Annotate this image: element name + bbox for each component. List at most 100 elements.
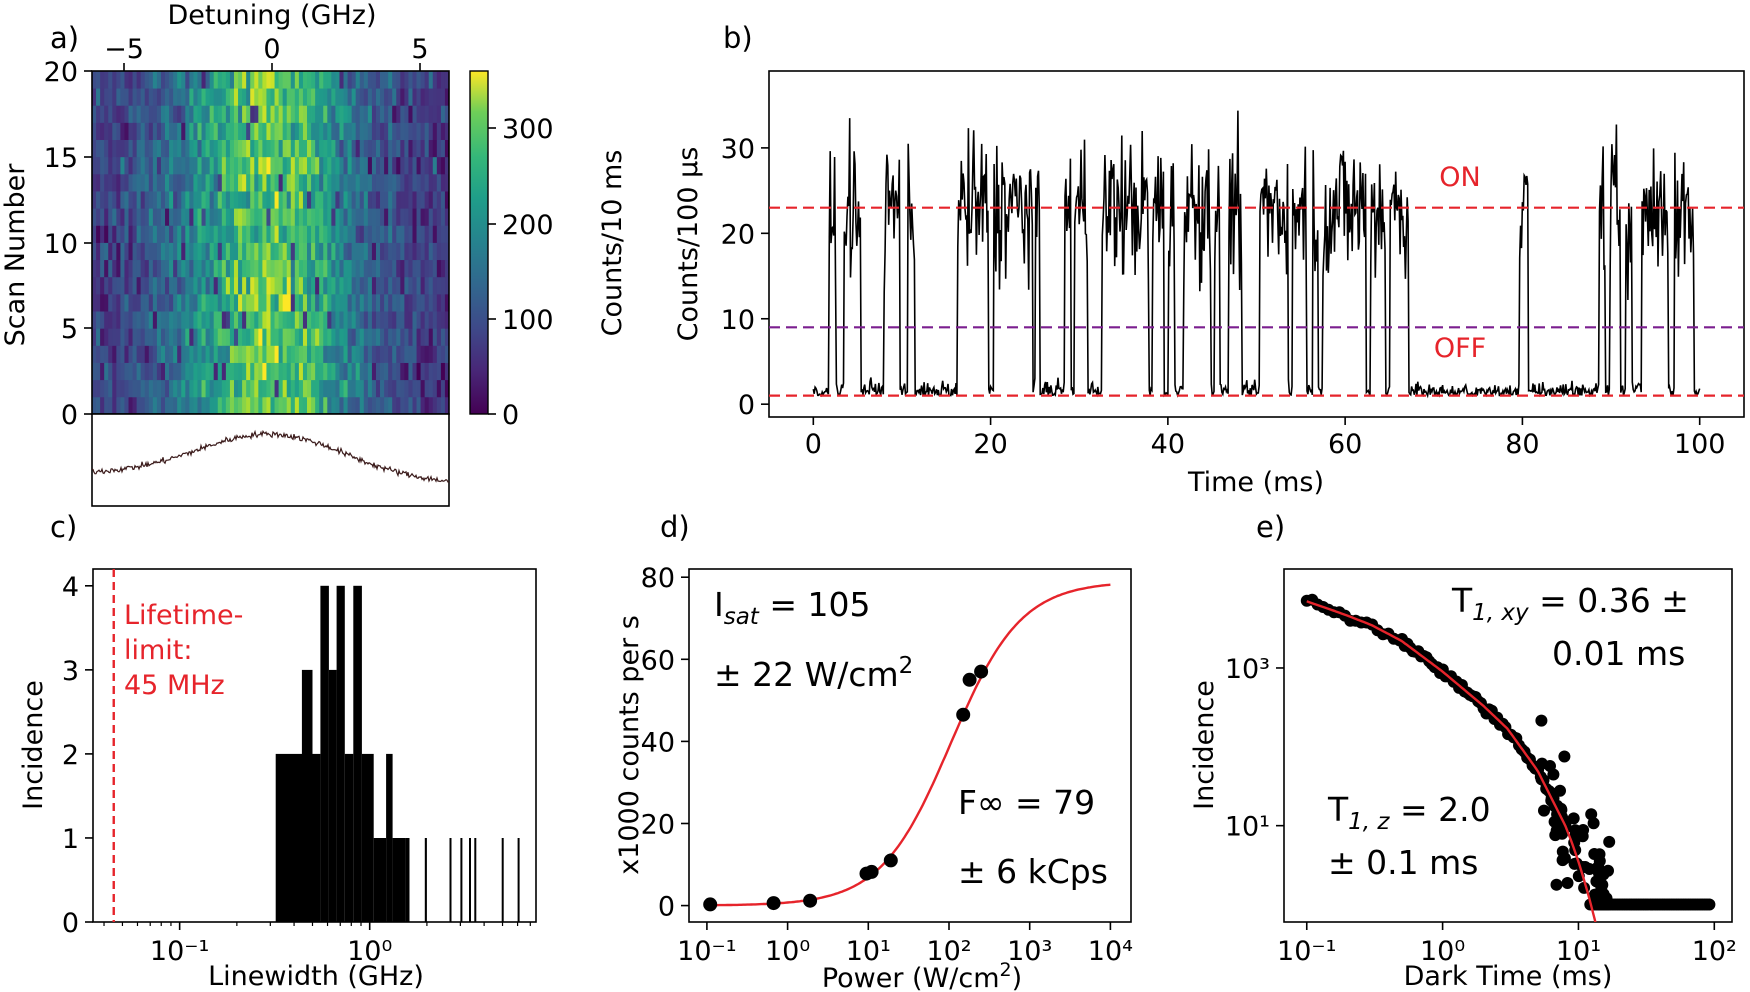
heatmap-cell <box>416 242 422 261</box>
heatmap-cell <box>124 362 129 381</box>
heatmap-cell <box>144 191 150 209</box>
heatmap-cell <box>100 379 105 398</box>
heatmap-cell <box>367 259 373 278</box>
heatmap-cell <box>104 156 109 175</box>
heatmap-cell <box>140 362 146 381</box>
heatmap-cell <box>132 293 138 312</box>
heatmap-cell <box>242 139 247 158</box>
profile-frame <box>91 413 450 507</box>
heatmap-cell <box>432 259 438 278</box>
heatmap-cell <box>185 173 190 192</box>
heatmap-cell <box>96 225 101 243</box>
heatmap-cell <box>440 88 446 106</box>
heatmap-cell <box>408 379 413 398</box>
heatmap-cell <box>92 311 97 329</box>
heatmap-cell <box>444 362 450 381</box>
heatmap-cell <box>302 276 308 295</box>
heatmap-cell <box>225 311 231 329</box>
y-tick-label: 3 <box>62 656 79 687</box>
heatmap-cell <box>193 345 198 363</box>
heatmap-cell <box>440 242 446 261</box>
heatmap-cell <box>209 396 215 415</box>
heatmap-cell <box>388 122 393 140</box>
heatmap-cell <box>221 311 227 329</box>
heatmap-cell <box>420 122 426 140</box>
y-tick-label: 40 <box>641 727 675 758</box>
heatmap-cell <box>144 71 150 89</box>
heatmap-cell <box>274 156 280 175</box>
heatmap-cell <box>371 139 377 158</box>
heatmap-cell <box>217 225 223 243</box>
heatmap-cell <box>388 276 393 295</box>
heatmap-cell <box>311 293 316 312</box>
heatmap-cell <box>331 293 336 312</box>
heatmap-cell <box>169 225 174 243</box>
heatmap-cell <box>404 242 409 261</box>
heatmap-cell <box>298 311 304 329</box>
heatmap-cell <box>323 88 328 106</box>
heatmap-cell <box>396 396 401 415</box>
heatmap-cell <box>363 105 369 123</box>
heatmap-cell <box>335 293 340 312</box>
heatmap-cell <box>396 208 401 226</box>
heatmap-cell <box>392 105 397 123</box>
heatmap-cell <box>351 156 357 175</box>
heatmap-cell <box>124 225 129 243</box>
heatmap-cell <box>311 225 316 243</box>
heatmap-cell <box>343 311 348 329</box>
heatmap-cell <box>132 362 138 381</box>
heatmap-cell <box>205 362 211 381</box>
heatmap-cell <box>128 328 133 346</box>
heatmap-cell <box>392 139 397 158</box>
heatmap-cell <box>307 122 312 140</box>
heatmap-cell <box>444 225 450 243</box>
heatmap-cell <box>242 345 247 363</box>
heatmap-cell <box>233 396 239 415</box>
heatmap-cell <box>205 396 211 415</box>
heatmap-cell <box>408 362 413 381</box>
heatmap-cell <box>128 225 133 243</box>
heatmap-cell <box>156 293 162 312</box>
heatmap-cell <box>197 345 202 363</box>
heatmap-cell <box>213 345 219 363</box>
heatmap-cell <box>221 225 227 243</box>
heatmap-cell <box>209 225 215 243</box>
heatmap-cell <box>132 396 138 415</box>
heatmap-cell <box>363 396 369 415</box>
heatmap-cell <box>96 242 101 261</box>
heatmap-cell <box>181 71 186 89</box>
heatmap-cell <box>132 225 138 243</box>
heatmap-cell <box>213 293 219 312</box>
heatmap-cell <box>323 105 328 123</box>
heatmap-cell <box>169 156 174 175</box>
heatmap-cell <box>440 191 446 209</box>
heatmap-cell <box>193 225 198 243</box>
heatmap-cell <box>246 139 251 158</box>
heatmap-cell <box>311 173 316 192</box>
heatmap-cell <box>400 328 405 346</box>
heatmap-cell <box>193 191 198 209</box>
heatmap-cell <box>270 191 275 209</box>
heatmap-cell <box>128 88 133 106</box>
heatmap-cell <box>359 71 365 89</box>
heatmap-cell <box>250 156 255 175</box>
heatmap-cell <box>294 139 300 158</box>
data-point <box>1590 875 1603 888</box>
heatmap-cell <box>124 311 129 329</box>
heatmap-cell <box>270 379 275 398</box>
heatmap-cell <box>428 276 434 295</box>
heatmap-cell <box>148 396 154 415</box>
heatmap-cell <box>355 208 361 226</box>
histogram-bars <box>275 585 520 922</box>
heatmap-cell <box>270 173 275 192</box>
heatmap-cell <box>315 225 320 243</box>
heatmap-cell <box>359 328 365 346</box>
heatmap-cell <box>112 396 117 415</box>
heatmap-cell <box>165 328 170 346</box>
heatmap-cell <box>242 122 247 140</box>
heatmap-cell <box>136 259 142 278</box>
heatmap-cell <box>185 293 190 312</box>
heatmap-cell <box>169 105 174 123</box>
heatmap-cell <box>100 259 105 278</box>
heatmap-cell <box>307 379 312 398</box>
